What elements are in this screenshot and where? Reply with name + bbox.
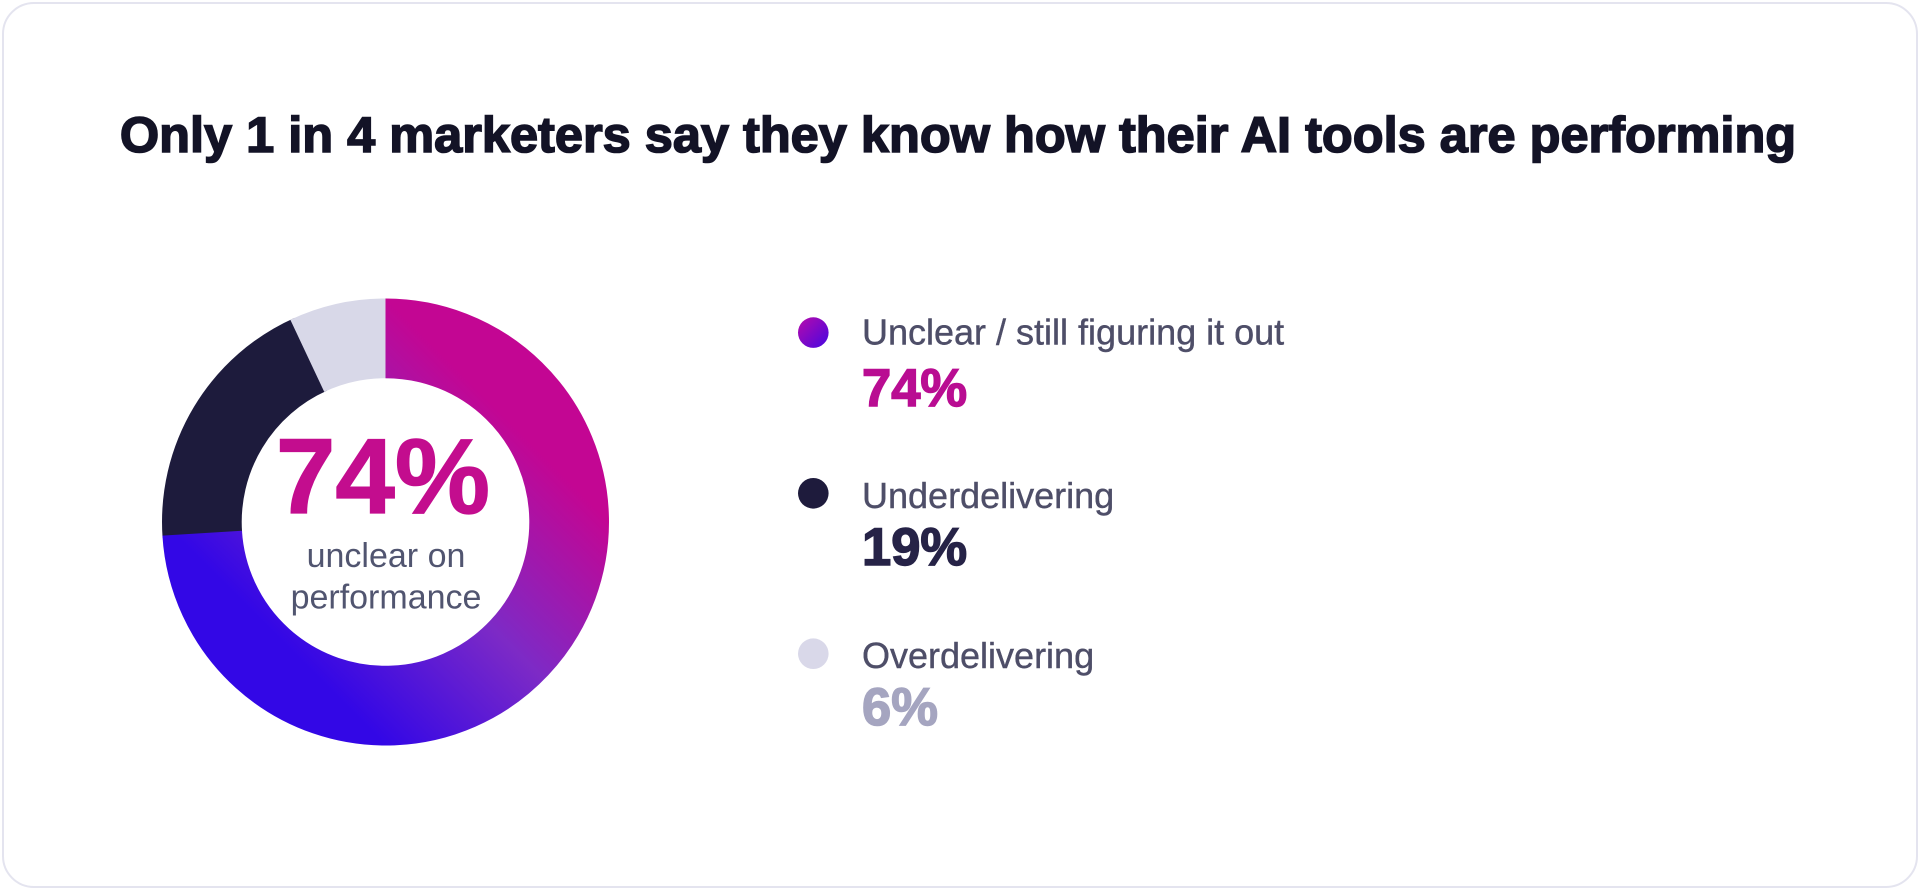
svg-text:Overdelivering: Overdelivering bbox=[862, 635, 1094, 676]
svg-text:74%: 74% bbox=[276, 416, 490, 536]
svg-text:6%: 6% bbox=[862, 678, 938, 737]
svg-text:performance: performance bbox=[291, 579, 482, 617]
svg-text:Only 1 in 4 marketers say they: Only 1 in 4 marketers say they know how … bbox=[120, 106, 1796, 163]
svg-text:Unclear / still figuring it ou: Unclear / still figuring it out bbox=[862, 311, 1284, 352]
svg-text:74%: 74% bbox=[862, 359, 967, 418]
svg-text:Underdelivering: Underdelivering bbox=[862, 475, 1114, 516]
svg-text:unclear on: unclear on bbox=[307, 537, 466, 575]
svg-text:19%: 19% bbox=[862, 518, 967, 577]
